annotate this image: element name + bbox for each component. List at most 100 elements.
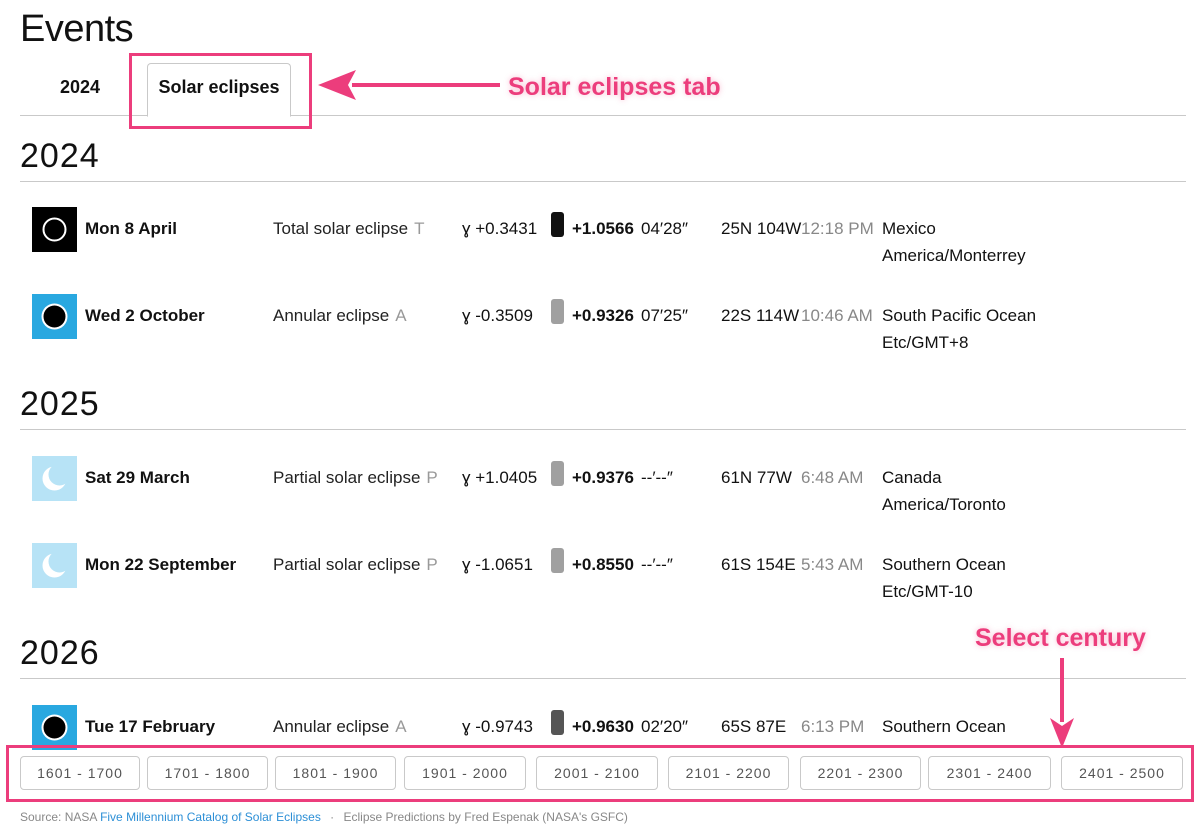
century-callout-label: Select century xyxy=(975,624,1146,652)
partial-eclipse-icon xyxy=(32,543,77,588)
event-duration: 02′20″ xyxy=(641,717,689,736)
event-location: Southern Ocean xyxy=(882,555,1006,574)
event-magnitude: +0.9326 xyxy=(572,306,634,325)
event-date: Wed 2 October xyxy=(85,306,205,325)
tab-callout-label: Solar eclipses tab xyxy=(508,73,721,101)
event-duration: 07′25″ xyxy=(641,306,689,325)
event-timezone: America/Monterrey xyxy=(882,246,1026,265)
event-type-label: Annular eclipse xyxy=(273,717,390,736)
event-type-label: Annular eclipse xyxy=(273,306,390,325)
event-time: 10:46 AM xyxy=(801,306,873,325)
event-coordinates: 22S 114W xyxy=(721,306,800,325)
annular-eclipse-icon xyxy=(32,705,77,750)
footer-source-prefix: Source: NASA xyxy=(20,810,97,824)
event-date: Sat 29 March xyxy=(85,468,190,487)
event-type-code: A xyxy=(395,306,407,325)
year-divider xyxy=(20,181,1186,182)
event-coordinates: 25N 104W xyxy=(721,219,802,238)
footer-credit: Eclipse Predictions by Fred Espenak (NAS… xyxy=(343,810,628,824)
tab-highlight-box xyxy=(129,53,312,129)
event-gamma: ɣ -0.9743 xyxy=(462,717,533,736)
century-button[interactable]: 2401 - 2500 xyxy=(1061,756,1183,790)
tab-solar-eclipses[interactable]: Solar eclipses xyxy=(147,63,291,117)
event-type: Partial solar eclipse P xyxy=(273,468,438,488)
catalog-link[interactable]: Five Millennium Catalog of Solar Eclipse… xyxy=(100,810,321,824)
century-button[interactable]: 2201 - 2300 xyxy=(800,756,921,790)
century-selector: 1601 - 1700 1701 - 1800 1801 - 1900 1901 - … xyxy=(20,756,1190,792)
event-type-label: Partial solar eclipse xyxy=(273,468,421,487)
magnitude-bar-icon xyxy=(551,548,564,573)
event-type-code: P xyxy=(426,555,438,574)
year-heading: 2026 xyxy=(20,634,100,672)
event-magnitude: +0.9630 xyxy=(572,717,634,736)
event-time: 6:48 AM xyxy=(801,468,864,487)
event-type-label: Partial solar eclipse xyxy=(273,555,421,574)
event-magnitude: +0.8550 xyxy=(572,555,634,574)
event-magnitude: +1.0566 xyxy=(572,219,634,238)
century-button[interactable]: 1801 - 1900 xyxy=(275,756,396,790)
event-magnitude: +0.9376 xyxy=(572,468,634,487)
magnitude-bar-icon xyxy=(551,461,564,486)
year-heading: 2025 xyxy=(20,385,100,423)
magnitude-bar-icon xyxy=(551,299,564,324)
event-location: Southern Ocean xyxy=(882,717,1006,736)
event-timezone: Etc/GMT+8 xyxy=(882,333,969,352)
page-title: Events xyxy=(20,8,134,50)
event-location: Canada xyxy=(882,468,942,487)
event-gamma: ɣ +1.0405 xyxy=(462,468,538,487)
footer-separator: · xyxy=(330,810,335,824)
event-coordinates: 65S 87E xyxy=(721,717,787,736)
event-duration: 04′28″ xyxy=(641,219,689,238)
event-time: 6:13 PM xyxy=(801,717,865,736)
event-date: Mon 8 April xyxy=(85,219,177,238)
event-time: 12:18 PM xyxy=(801,219,874,238)
century-callout-arrow xyxy=(1050,658,1074,748)
footer: Source: NASA Five Millennium Catalog of … xyxy=(20,810,628,824)
event-gamma: ɣ -0.3509 xyxy=(462,306,533,325)
event-date: Tue 17 February xyxy=(85,717,216,736)
event-gamma: ɣ +0.3431 xyxy=(462,219,538,238)
event-type: Annular eclipse A xyxy=(273,306,407,326)
event-coordinates: 61N 77W xyxy=(721,468,792,487)
year-divider xyxy=(20,429,1186,430)
event-type: Partial solar eclipse P xyxy=(273,555,438,575)
magnitude-bar-icon xyxy=(551,212,564,237)
tab-callout-arrow xyxy=(318,70,500,100)
century-button[interactable]: 1701 - 1800 xyxy=(147,756,268,790)
event-location: South Pacific Ocean xyxy=(882,306,1037,325)
event-type: Total solar eclipse T xyxy=(273,219,425,239)
magnitude-bar-icon xyxy=(551,710,564,735)
annular-eclipse-icon xyxy=(32,294,77,339)
event-duration: --′--″ xyxy=(641,468,673,487)
century-button[interactable]: 2001 - 2100 xyxy=(536,756,658,790)
century-highlight-box xyxy=(6,745,1194,802)
event-gamma: ɣ -1.0651 xyxy=(462,555,533,574)
century-button[interactable]: 2101 - 2200 xyxy=(668,756,789,790)
tab-2024[interactable]: 2024 xyxy=(60,77,101,97)
event-date: Mon 22 September xyxy=(85,555,237,574)
event-type-label: Total solar eclipse xyxy=(273,219,409,238)
year-heading: 2024 xyxy=(20,137,100,175)
total-eclipse-icon xyxy=(32,207,77,252)
event-timezone: Etc/GMT-10 xyxy=(882,582,973,601)
year-divider xyxy=(20,678,1186,679)
event-type-code: P xyxy=(426,468,438,487)
event-time: 5:43 AM xyxy=(801,555,864,574)
event-type-code: A xyxy=(395,717,407,736)
partial-eclipse-icon xyxy=(32,456,77,501)
event-duration: --′--″ xyxy=(641,555,673,574)
event-timezone: America/Toronto xyxy=(882,495,1006,514)
century-button[interactable]: 1601 - 1700 xyxy=(20,756,140,790)
event-coordinates: 61S 154E xyxy=(721,555,796,574)
century-button[interactable]: 2301 - 2400 xyxy=(928,756,1051,790)
event-type-code: T xyxy=(414,219,425,238)
event-type: Annular eclipse A xyxy=(273,717,407,737)
event-location: Mexico xyxy=(882,219,936,238)
century-button[interactable]: 1901 - 2000 xyxy=(404,756,526,790)
tab-bar: 2024 Solar eclipses xyxy=(20,62,1186,117)
